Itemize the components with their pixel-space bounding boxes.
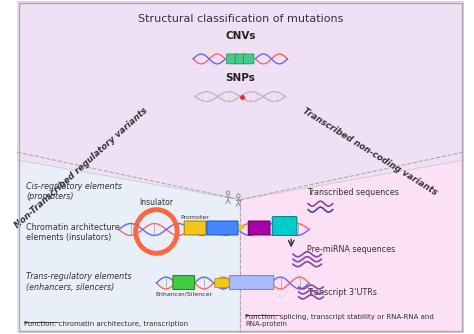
FancyBboxPatch shape	[273, 216, 297, 235]
Text: Non-Transcribed regulatory variants: Non-Transcribed regulatory variants	[13, 106, 149, 230]
FancyBboxPatch shape	[244, 54, 254, 64]
FancyBboxPatch shape	[248, 221, 270, 235]
Text: Chromatin architecture
elements (insulators): Chromatin architecture elements (insulat…	[27, 223, 120, 242]
Text: Coding gene: Coding gene	[232, 280, 272, 285]
Text: AGO: AGO	[275, 221, 294, 230]
Text: Cis-regulatory elements
(promoters): Cis-regulatory elements (promoters)	[27, 182, 122, 201]
Text: Function: chromatin architecture, transcription: Function: chromatin architecture, transc…	[25, 321, 189, 327]
FancyBboxPatch shape	[184, 221, 206, 235]
Text: CNVs: CNVs	[225, 31, 255, 41]
Text: lncRNA gene: lncRNA gene	[205, 225, 240, 230]
Polygon shape	[17, 1, 464, 200]
Text: Transcript 3’UTRs: Transcript 3’UTRs	[307, 289, 377, 298]
FancyBboxPatch shape	[207, 221, 238, 235]
Text: Enhancer/Silencer: Enhancer/Silencer	[155, 292, 212, 297]
Text: miR gene: miR gene	[246, 225, 272, 230]
Text: SNPs: SNPs	[225, 73, 255, 83]
Polygon shape	[17, 160, 240, 333]
Text: Trans-regulatory elements
(enhancers, silencers): Trans-regulatory elements (enhancers, si…	[27, 272, 132, 292]
FancyArrow shape	[215, 279, 233, 288]
FancyBboxPatch shape	[235, 54, 246, 64]
FancyBboxPatch shape	[229, 276, 274, 290]
Text: Transcribed non-coding variants: Transcribed non-coding variants	[301, 107, 439, 197]
Text: Structural classification of mutations: Structural classification of mutations	[137, 14, 343, 24]
Polygon shape	[240, 160, 464, 333]
Text: Transcribed sequences: Transcribed sequences	[307, 188, 399, 197]
Text: Pre-miRNA sequences: Pre-miRNA sequences	[307, 245, 395, 254]
FancyBboxPatch shape	[173, 276, 194, 290]
Text: Insulator: Insulator	[139, 198, 173, 207]
Text: Function: splicing, transcript stability or RNA-RNA and
RNA-protein: Function: splicing, transcript stability…	[245, 314, 434, 327]
FancyBboxPatch shape	[227, 54, 237, 64]
Text: Promoter: Promoter	[181, 214, 210, 219]
